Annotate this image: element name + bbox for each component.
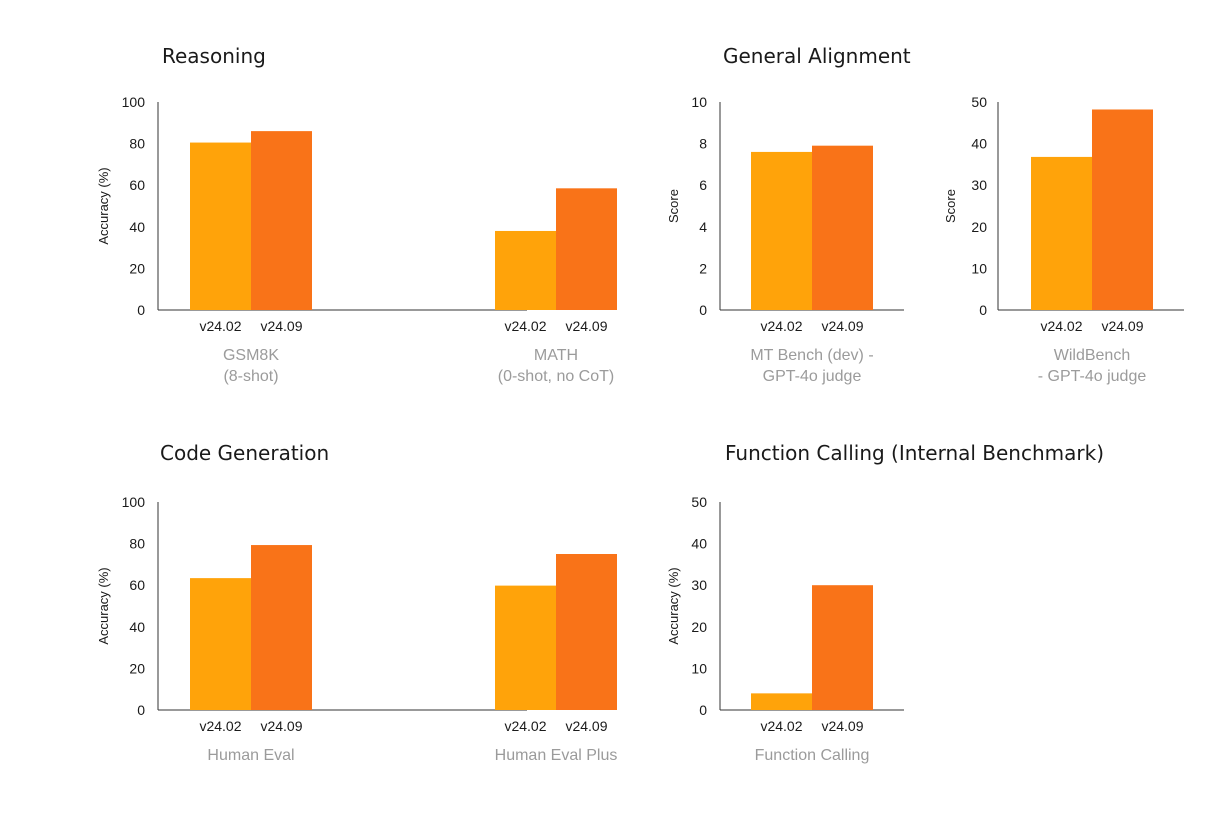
function-y-tick-label: 0 [699, 702, 707, 718]
code-bar-v24-09 [251, 545, 312, 710]
wildbench-x-tick-label: v24.02 [1040, 318, 1082, 334]
reasoning-x-tick-label: v24.02 [199, 318, 241, 334]
reasoning-x-tick-label: v24.09 [565, 318, 607, 334]
code-y-tick-label: 20 [129, 660, 145, 676]
mtbench-y-tick-label: 2 [699, 260, 707, 276]
code-y-tick-label: 80 [129, 536, 145, 552]
mtbench-bar-v24-02 [751, 151, 812, 310]
mtbench-bar-v24-09 [812, 145, 873, 310]
code-x-tick-label: v24.09 [260, 718, 302, 734]
function-x-tick-label: v24.02 [760, 718, 802, 734]
code-y-tick-label: 100 [122, 494, 146, 510]
function-bar-v24-02 [751, 693, 812, 710]
mtbench-y-tick-label: 0 [699, 302, 707, 318]
wildbench-category-label: - GPT-4o judge [1038, 368, 1147, 385]
mtbench-category-label: GPT-4o judge [763, 368, 862, 385]
mtbench-y-tick-label: 10 [691, 94, 707, 110]
mtbench-y-axis-label: Score [666, 189, 681, 223]
mtbench-category-label: MT Bench (dev) - [750, 347, 873, 364]
reasoning-y-tick-label: 0 [137, 302, 145, 318]
mtbench-y-tick-label: 8 [699, 136, 707, 152]
function-x-tick-label: v24.09 [821, 718, 863, 734]
code-bar-v24-02 [190, 578, 251, 710]
reasoning-y-tick-label: 40 [129, 219, 145, 235]
mtbench-y-tick-label: 6 [699, 177, 707, 193]
function-y-tick-label: 20 [691, 619, 707, 635]
reasoning-y-tick-label: 60 [129, 177, 145, 193]
wildbench-y-tick-label: 10 [971, 260, 987, 276]
section-title-function-calling: Function Calling (Internal Benchmark) [725, 441, 1104, 465]
code-y-tick-label: 40 [129, 619, 145, 635]
function-y-tick-label: 30 [691, 577, 707, 593]
mtbench-y-tick-label: 4 [699, 219, 707, 235]
reasoning-bar-v24-09 [251, 131, 312, 310]
reasoning-x-tick-label: v24.09 [260, 318, 302, 334]
section-title-reasoning: Reasoning [162, 44, 266, 68]
function-y-tick-label: 10 [691, 660, 707, 676]
section-title-general-alignment: General Alignment [723, 44, 911, 68]
wildbench-bar-v24-02 [1031, 156, 1092, 310]
reasoning-bar-v24-02 [190, 142, 251, 310]
reasoning-category-label: GSM8K [223, 347, 279, 364]
wildbench-y-tick-label: 40 [971, 136, 987, 152]
reasoning-bar-v24-09 [556, 188, 617, 310]
reasoning-category-label: MATH [534, 347, 578, 364]
wildbench-y-axis-label: Score [943, 189, 958, 223]
mtbench-x-tick-label: v24.02 [760, 318, 802, 334]
code-bar-v24-02 [495, 585, 556, 710]
wildbench-bar-v24-09 [1092, 109, 1153, 310]
wildbench-y-tick-label: 20 [971, 219, 987, 235]
wildbench-y-tick-label: 50 [971, 94, 987, 110]
section-title-code-generation: Code Generation [160, 441, 329, 465]
reasoning-y-tick-label: 100 [122, 94, 146, 110]
code-y-tick-label: 0 [137, 702, 145, 718]
function-category-label: Function Calling [755, 747, 870, 764]
code-category-label: Human Eval [207, 747, 294, 764]
code-category-label: Human Eval Plus [495, 747, 618, 764]
wildbench-x-tick-label: v24.09 [1101, 318, 1143, 334]
reasoning-y-tick-label: 20 [129, 260, 145, 276]
wildbench-y-tick-label: 30 [971, 177, 987, 193]
reasoning-category-label: (8-shot) [223, 368, 278, 385]
reasoning-category-label: (0-shot, no CoT) [498, 368, 614, 385]
code-bar-v24-09 [556, 554, 617, 710]
code-x-tick-label: v24.09 [565, 718, 607, 734]
function-y-tick-label: 50 [691, 494, 707, 510]
mtbench-x-tick-label: v24.09 [821, 318, 863, 334]
code-y-tick-label: 60 [129, 577, 145, 593]
reasoning-y-tick-label: 80 [129, 136, 145, 152]
function-bar-v24-09 [812, 585, 873, 710]
code-x-tick-label: v24.02 [199, 718, 241, 734]
code-x-tick-label: v24.02 [504, 718, 546, 734]
function-y-tick-label: 40 [691, 536, 707, 552]
code-y-axis-label: Accuracy (%) [96, 567, 111, 644]
reasoning-bar-v24-02 [495, 230, 556, 310]
function-y-axis-label: Accuracy (%) [666, 567, 681, 644]
reasoning-x-tick-label: v24.02 [504, 318, 546, 334]
wildbench-category-label: WildBench [1054, 347, 1130, 364]
reasoning-y-axis-label: Accuracy (%) [96, 167, 111, 244]
wildbench-y-tick-label: 0 [979, 302, 987, 318]
